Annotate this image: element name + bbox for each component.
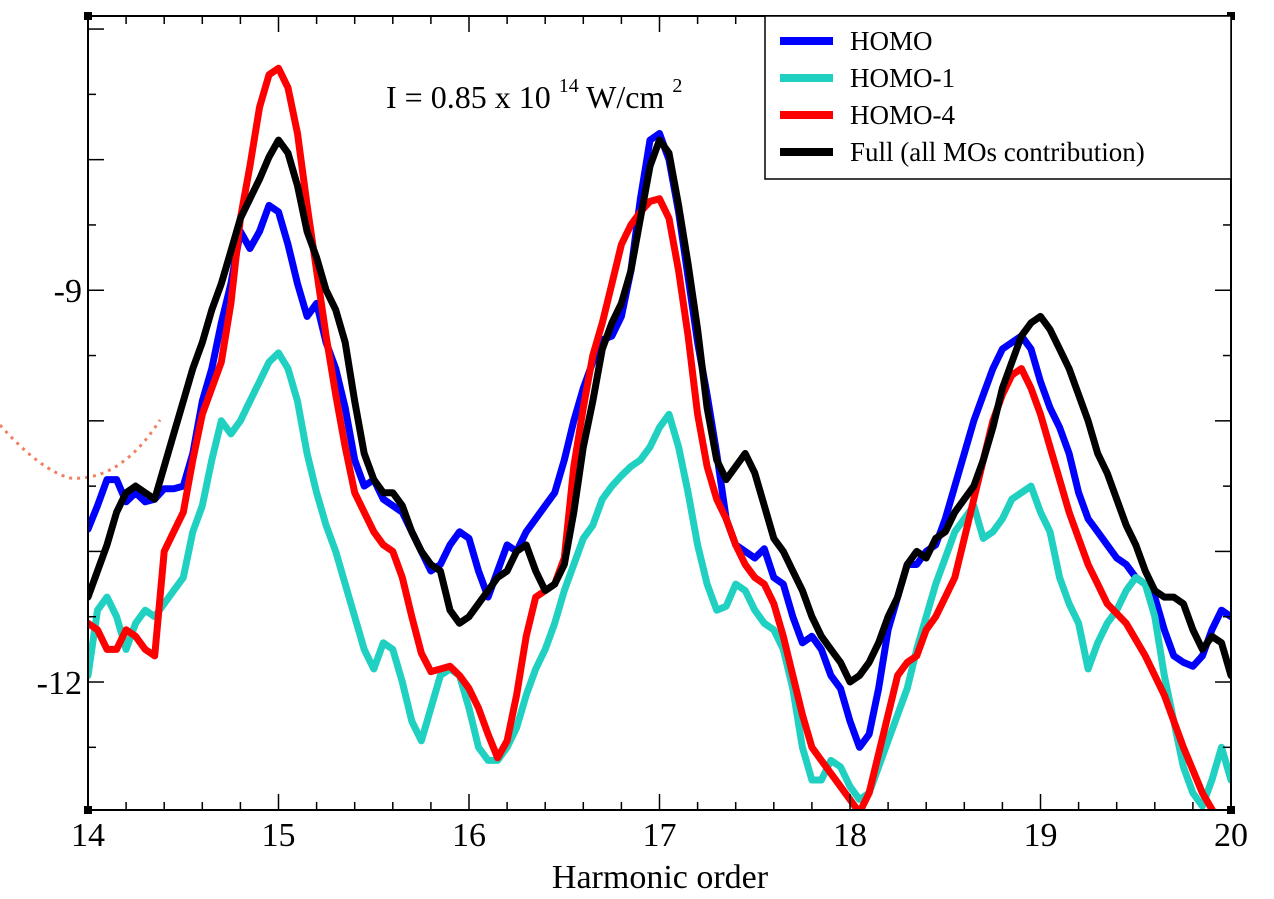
legend: HOMO HOMO-1 HOMO-4 Full (all MOs contributi… xyxy=(764,15,1232,180)
x-tick-label: 15 xyxy=(262,817,296,854)
tick-labels: 14 15 16 17 18 19 20 -9 -12 xyxy=(37,273,1248,854)
x-tick-label: 19 xyxy=(1024,817,1058,854)
series-line-1 xyxy=(88,349,1231,810)
legend-label-0: HOMO xyxy=(850,26,933,56)
x-tick-label: 18 xyxy=(833,817,867,854)
intensity-annotation: I = 0.85 x 10 14 W/cm 2 xyxy=(386,63,682,115)
annotation-prefix: I = 0.85 x 10 xyxy=(386,79,551,115)
series-line-3 xyxy=(88,136,1231,686)
legend-label-2: HOMO-4 xyxy=(850,100,955,130)
annotation-unit-exponent: 2 xyxy=(672,75,682,97)
x-tick-label: 14 xyxy=(71,817,105,854)
series-layer xyxy=(88,64,1231,810)
x-tick-label: 17 xyxy=(643,817,677,854)
x-tick-label: 16 xyxy=(452,817,486,854)
x-axis-title: Harmonic order xyxy=(552,859,769,896)
legend-box xyxy=(764,15,1232,180)
x-tick-label: 20 xyxy=(1214,817,1248,854)
annotation-unit: W/cm xyxy=(586,79,664,115)
y-tick-label: -12 xyxy=(37,665,82,702)
series-line-0 xyxy=(88,130,1231,751)
legend-label-1: HOMO-1 xyxy=(850,63,955,93)
decorative-dotted-arc xyxy=(0,419,162,480)
annotation-exponent: 14 xyxy=(559,75,579,97)
y-tick-label: -9 xyxy=(54,273,82,310)
legend-label-3: Full (all MOs contribution) xyxy=(850,137,1145,167)
